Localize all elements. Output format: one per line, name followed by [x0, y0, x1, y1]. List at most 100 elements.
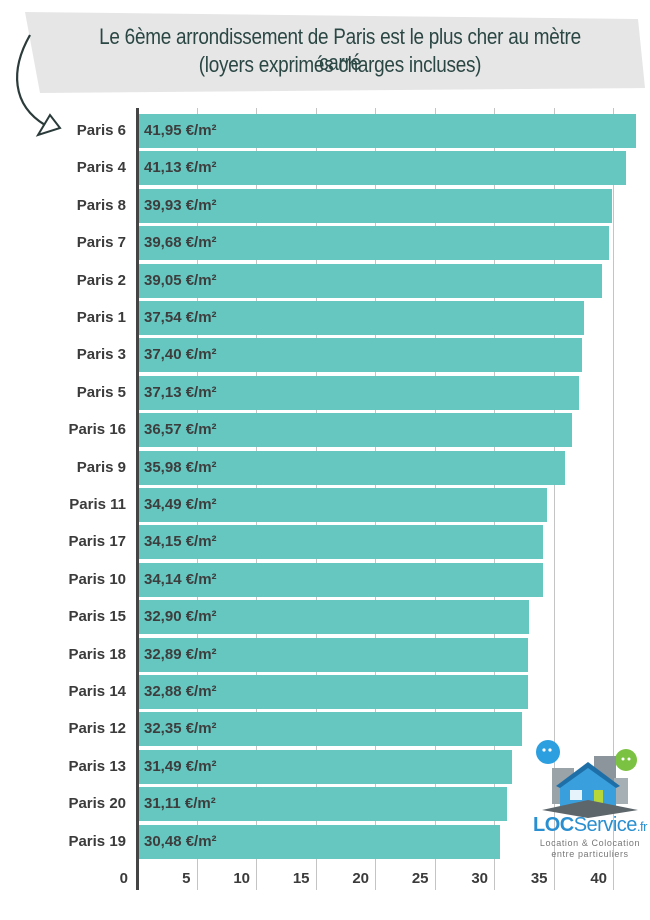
- category-label: Paris 14: [68, 683, 126, 700]
- value-label: 41,95 €/m²: [144, 122, 217, 139]
- category-label: Paris 6: [76, 122, 126, 139]
- value-label: 31,49 €/m²: [144, 757, 217, 775]
- bar: [139, 114, 637, 148]
- bar: [139, 637, 529, 672]
- bar-row: Paris 20 31,11 €/m²: [0, 787, 650, 822]
- logo-tagline-2: entre particuliers: [551, 849, 629, 859]
- value-label: 37,13 €/m²: [144, 383, 217, 401]
- value-label: 32,88 €/m²: [144, 683, 217, 700]
- category-label: Paris 15: [68, 608, 126, 626]
- bar-row: Paris 9 35,98 €/m²: [0, 450, 650, 485]
- value-label: 32,35 €/m²: [144, 720, 217, 738]
- value-label: 34,14 €/m²: [144, 570, 217, 588]
- bar: [139, 562, 544, 597]
- bar: [139, 488, 548, 522]
- category-label: Paris 13: [68, 757, 126, 775]
- value-label: 39,93 €/m²: [144, 196, 217, 214]
- x-tick-label: 35: [530, 870, 548, 887]
- value-label: 32,89 €/m²: [144, 645, 217, 663]
- bar: [139, 525, 544, 560]
- category-label: Paris 2: [76, 271, 126, 289]
- bar: [139, 450, 566, 485]
- logo-brand: LOCService.fr: [533, 814, 647, 836]
- value-label: 30,48 €/m²: [144, 832, 217, 850]
- banner-shape: [16, 12, 645, 137]
- bar: [139, 188, 613, 223]
- bar-row: Paris 1 37,54 €/m²: [0, 301, 650, 335]
- title-banner: Le 6ème arrondissement de Paris est le p…: [0, 0, 650, 137]
- bar: [139, 301, 584, 335]
- value-label: 39,68 €/m²: [144, 234, 217, 252]
- x-tick-label: 10: [233, 870, 250, 887]
- value-label: 37,40 €/m²: [144, 346, 217, 364]
- category-label: Paris 1: [76, 309, 126, 326]
- bar: [139, 712, 522, 747]
- category-label: Paris 4: [76, 159, 126, 177]
- bar-row: Paris 3 37,40 €/m²: [0, 338, 650, 373]
- bar-row: Paris 8 39,93 €/m²: [0, 188, 650, 223]
- value-label: 41,13 €/m²: [144, 159, 217, 177]
- bar-row: Paris 7 39,68 €/m²: [0, 226, 650, 261]
- bar: [139, 338, 583, 373]
- chart-subtitle: (loyers exprimés charges incluses): [198, 52, 482, 77]
- x-tick-label: 20: [352, 870, 369, 887]
- value-label: 31,11 €/m²: [144, 795, 216, 813]
- bar-row: Paris 14 32,88 €/m²: [0, 675, 650, 709]
- bar-row: Paris 17 34,15 €/m²: [0, 525, 650, 560]
- bar-row: Paris 19 30,48 €/m²: [0, 824, 650, 859]
- bar: [139, 226, 610, 261]
- value-label: 36,57 €/m²: [144, 421, 217, 439]
- bar-row: Paris 12 32,35 €/m²: [0, 712, 650, 747]
- chart-title: Le 6ème arrondissement de Paris est le p…: [99, 24, 581, 75]
- category-label: Paris 17: [68, 533, 126, 551]
- logo-tagline-1: Location & Colocation: [539, 838, 641, 848]
- bar-row: Paris 11 34,49 €/m²: [0, 488, 650, 522]
- value-label: 39,05 €/m²: [144, 271, 217, 289]
- bar: [139, 151, 627, 186]
- bar-row: Paris 4 41,13 €/m²: [0, 151, 650, 186]
- bar-row: Paris 6 41,95 €/m²: [0, 114, 650, 148]
- bar: [139, 375, 579, 410]
- bar: [139, 675, 529, 709]
- category-label: Paris 3: [76, 346, 126, 364]
- x-tick-label: 40: [590, 870, 607, 887]
- bar: [139, 824, 500, 859]
- y-axis-line: [136, 108, 139, 890]
- category-label: Paris 8: [76, 196, 126, 214]
- bar: [139, 749, 512, 784]
- bar-row: Paris 2 39,05 €/m²: [0, 263, 650, 298]
- category-label: Paris 9: [76, 458, 126, 476]
- houses-illustration-icon: [536, 740, 638, 818]
- category-label: Paris 11: [69, 496, 126, 513]
- category-label: Paris 12: [68, 720, 126, 738]
- category-label: Paris 20: [68, 795, 126, 813]
- x-tick-label: 5: [182, 870, 191, 887]
- bar: [139, 600, 529, 635]
- bar-row: Paris 13 31,49 €/m²: [0, 749, 650, 784]
- gridline: [613, 108, 614, 890]
- value-label: 34,49 €/m²: [144, 496, 217, 513]
- x-tick-label: 30: [471, 870, 488, 887]
- category-label: Paris 7: [76, 234, 126, 252]
- curved-arrow-icon: [16, 34, 46, 126]
- x-tick-label: 25: [411, 870, 429, 887]
- bar: [139, 787, 508, 822]
- x-tick-label: 0: [119, 870, 128, 887]
- category-label: Paris 19: [68, 832, 126, 850]
- category-label: Paris 5: [76, 383, 126, 401]
- gridline: [553, 108, 555, 890]
- value-label: 34,15 €/m²: [144, 533, 217, 551]
- bar: [139, 413, 573, 448]
- bar: [139, 263, 602, 298]
- x-tick-label: 15: [292, 870, 310, 887]
- category-label: Paris 18: [68, 645, 126, 663]
- value-label: 32,90 €/m²: [144, 608, 217, 626]
- category-label: Paris 16: [68, 421, 126, 439]
- bar-row: Paris 15 32,90 €/m²: [0, 600, 650, 635]
- value-label: 37,54 €/m²: [144, 309, 217, 326]
- bar-row: Paris 16 36,57 €/m²: [0, 413, 650, 448]
- locservice-logo: LOCService.fr Location & Colocation entr…: [530, 738, 650, 863]
- category-label: Paris 10: [68, 570, 126, 588]
- value-label: 35,98 €/m²: [144, 458, 217, 476]
